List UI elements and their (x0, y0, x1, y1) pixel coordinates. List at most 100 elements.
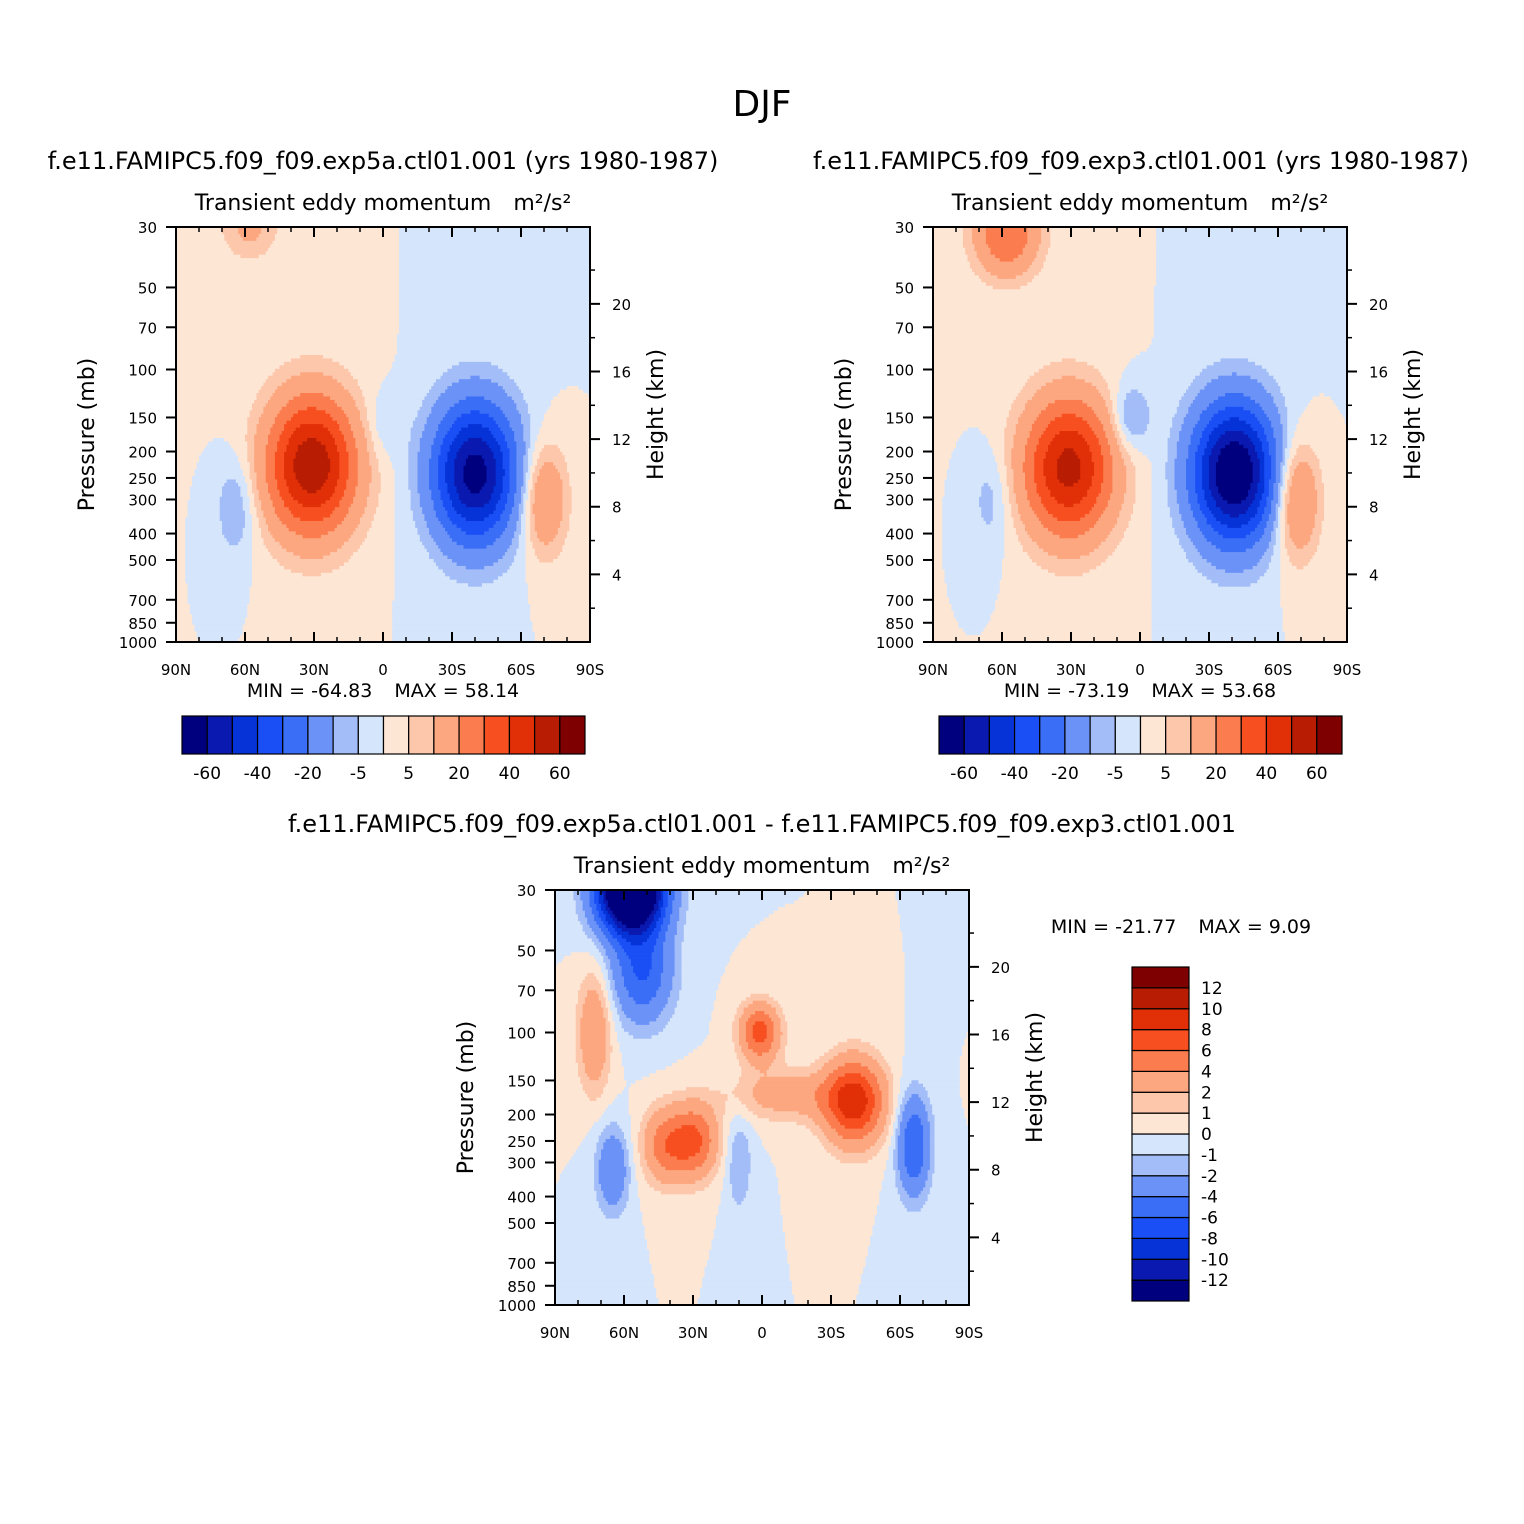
contour-band (736, 945, 903, 950)
contour-band (1271, 531, 1277, 536)
contour-band (1284, 514, 1288, 519)
contour-band (997, 597, 1153, 602)
contour-band (893, 1125, 899, 1130)
contour-band (1151, 621, 1284, 626)
contour-band (1041, 386, 1097, 391)
contour-band (771, 1004, 781, 1009)
contour-band (449, 534, 501, 539)
contour-band (750, 1014, 770, 1019)
contour-band (394, 548, 428, 553)
contour-band (1213, 399, 1256, 404)
contour-band (196, 631, 244, 636)
contour-band (176, 441, 209, 446)
contour-band (355, 444, 368, 449)
contour-band (1123, 399, 1148, 404)
contour-band (1149, 410, 1178, 415)
contour-band (438, 479, 446, 484)
contour-band (1020, 541, 1038, 546)
contour-band (1275, 534, 1281, 539)
contour-band (752, 1090, 816, 1095)
contour-band (681, 890, 689, 895)
contour-band (189, 489, 223, 494)
contour-band (412, 510, 423, 515)
contour-band (394, 565, 439, 570)
contour-band (1206, 365, 1263, 370)
contour-band (1218, 455, 1251, 460)
contour-band (863, 1111, 873, 1116)
contour-band (1287, 427, 1297, 432)
contour-band (972, 233, 987, 238)
contour-band (663, 1094, 729, 1099)
contour-band (353, 396, 366, 401)
contour-band (582, 1011, 604, 1016)
contour-band (979, 427, 1005, 432)
contour-band (933, 510, 943, 515)
contour-band (541, 465, 557, 470)
contour-band (555, 1094, 588, 1099)
contour-band (337, 444, 347, 449)
contour-band (228, 441, 248, 446)
contour-band (408, 479, 419, 484)
contour-band (1096, 386, 1109, 391)
contour-band (1264, 386, 1281, 391)
contour-band (1077, 455, 1093, 460)
contour-band (334, 507, 350, 512)
contour-band (481, 583, 529, 588)
contour-band (511, 541, 520, 546)
contour-band (555, 465, 568, 470)
contour-band (895, 1128, 901, 1133)
contour-band (447, 368, 504, 373)
contour-band (981, 631, 1153, 636)
colorbar-box (357, 715, 385, 755)
contour-band (268, 548, 287, 553)
contour-band (933, 251, 966, 256)
contour-band (176, 320, 400, 325)
contour-band (881, 1100, 890, 1106)
contour-band (426, 548, 442, 553)
contour-band (258, 233, 276, 238)
contour-band (720, 979, 906, 984)
contour-band (933, 458, 950, 463)
contour-band (245, 510, 251, 515)
contour-band (667, 1135, 703, 1140)
contour-band (575, 1021, 581, 1026)
contour-band (787, 1038, 848, 1043)
contour-band (456, 455, 469, 460)
contour-band (426, 393, 442, 398)
contour-band (394, 583, 469, 588)
contour-band (860, 1083, 871, 1088)
height-tick-label: 12 (612, 431, 631, 449)
contour-band (847, 1038, 862, 1043)
contour-band (1135, 489, 1153, 494)
contour-band (1137, 389, 1187, 394)
contour-band (990, 271, 1024, 277)
contour-band (486, 441, 499, 446)
contour-band (582, 903, 591, 908)
contour-band (716, 993, 752, 998)
contour-band (555, 921, 581, 926)
contour-band (900, 917, 970, 922)
contour-band (468, 583, 483, 588)
contour-band (718, 1139, 724, 1144)
contour-band (1107, 406, 1113, 411)
contour-band (562, 548, 591, 553)
contour-band (1151, 565, 1196, 570)
contour-band (366, 534, 396, 539)
contour-band (493, 455, 504, 460)
contour-band (488, 500, 499, 505)
contour-band (1310, 444, 1348, 449)
contour-band (665, 1004, 678, 1009)
contour-band (194, 469, 244, 474)
contour-band (1280, 579, 1348, 584)
contour-band (449, 406, 501, 411)
contour-band (607, 938, 618, 943)
contour-band (904, 1052, 963, 1057)
contour-band (725, 966, 906, 971)
contour-band (607, 993, 614, 998)
contour-band (607, 900, 657, 905)
contour-band (1112, 410, 1118, 415)
contour-band (1319, 538, 1348, 543)
contour-band (1280, 479, 1284, 484)
contour-band (284, 455, 297, 460)
contour-band (764, 1145, 825, 1150)
